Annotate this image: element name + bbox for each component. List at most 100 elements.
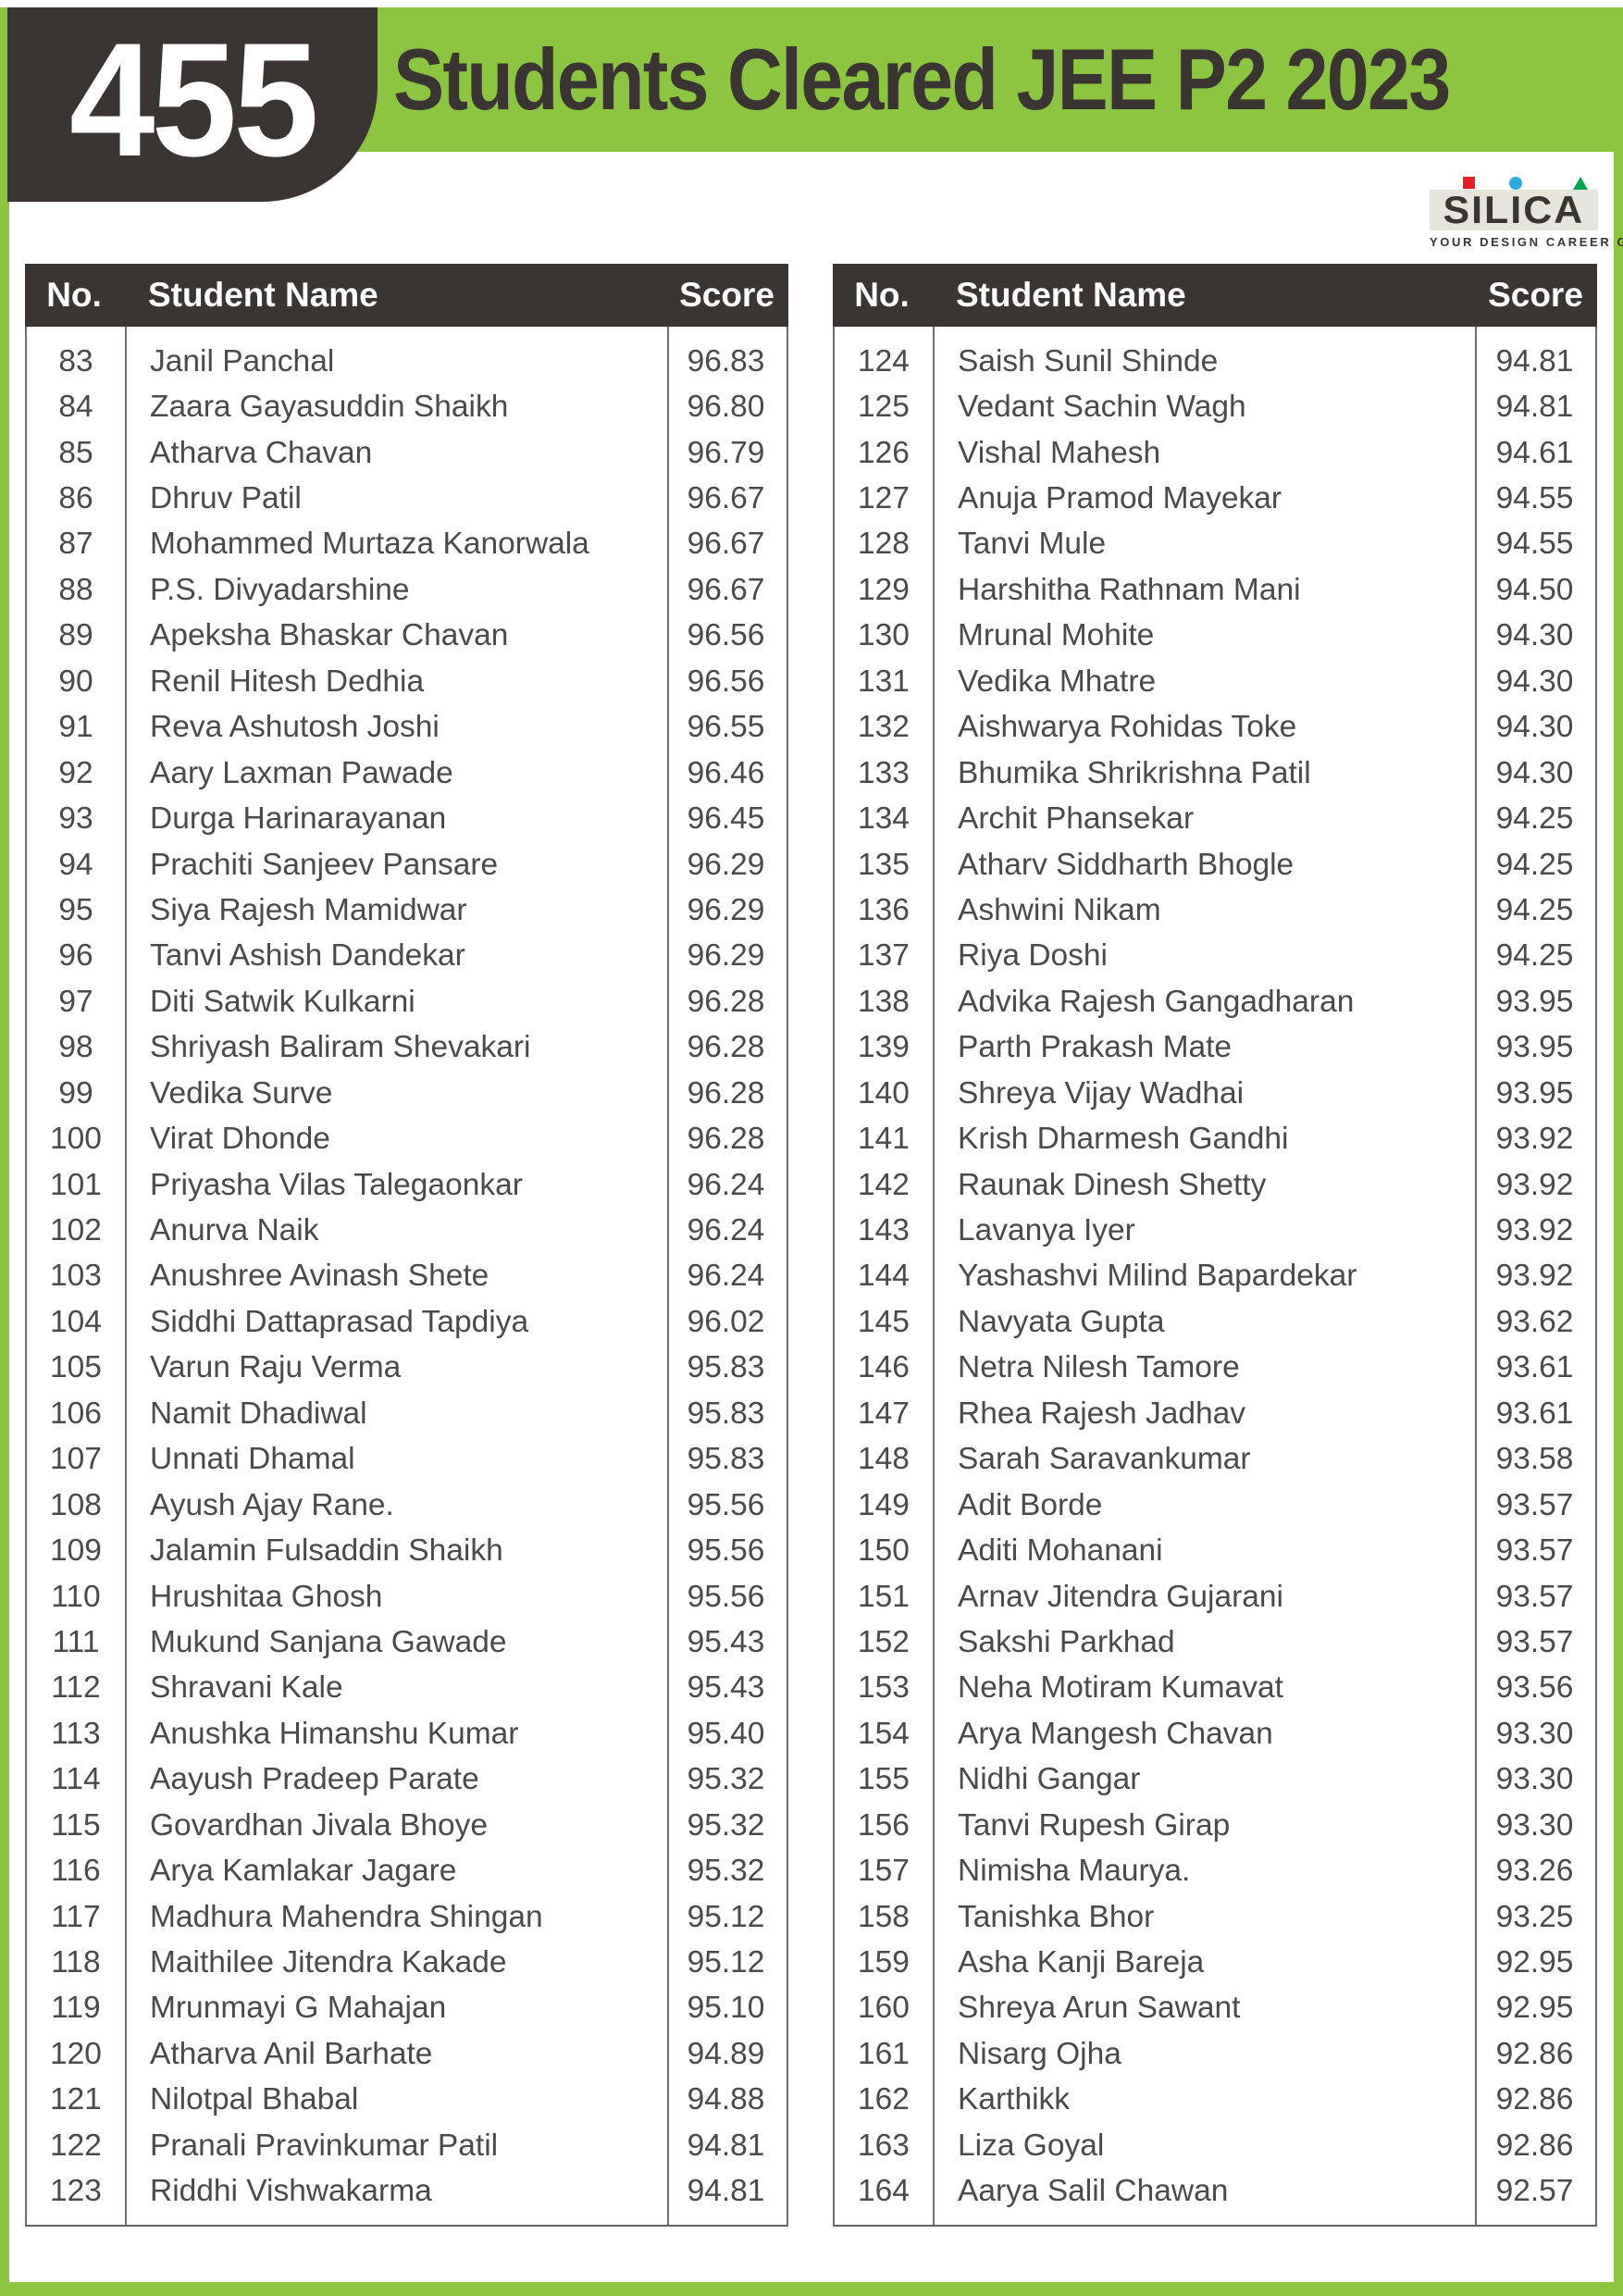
page-border-right [1614,7,1623,2296]
row-number: 89 [58,618,93,653]
row-number: 146 [858,1350,910,1385]
score-value: 92.57 [1495,2174,1574,2209]
table-row: 97 Diti Satwik Kulkarni 96.28 [27,979,787,1024]
column-header-score: Score [679,276,774,314]
row-number: 109 [50,1533,102,1569]
score-value: 92.95 [1495,1991,1574,2026]
student-name: Siddhi Dattaprasad Tapdiya [150,1304,529,1339]
row-number: 93 [58,801,93,837]
row-number: 110 [51,1579,101,1614]
student-name: Navyata Gupta [958,1304,1165,1339]
table-row: 98 Shriyash Baliram Shevakari 96.28 [27,1025,787,1071]
row-number: 150 [858,1533,910,1569]
score-value: 96.24 [687,1167,765,1202]
table-row: 156 Tanvi Rupesh Girap 93.30 [835,1803,1595,1848]
row-number: 88 [58,572,93,607]
student-name: Saish Sunil Shinde [958,343,1219,379]
student-name: Sakshi Parkhad [958,1624,1175,1659]
score-value: 94.30 [1495,664,1574,699]
row-number: 94 [58,847,93,882]
table-row: 87 Mohammed Murtaza Kanorwala 96.67 [27,522,787,567]
table-row: 121 Nilotpal Bhabal 94.88 [27,2078,787,2123]
score-value: 94.81 [687,2174,765,2209]
student-name: Mrunal Mohite [958,618,1155,653]
table-row: 90 Renil Hitesh Dedhia 96.56 [27,659,787,704]
row-number: 155 [858,1762,910,1797]
row-number: 95 [58,892,93,927]
student-name: Namit Dhadiwal [150,1396,367,1431]
row-number: 125 [858,390,910,425]
student-name: Atharva Chavan [150,435,373,470]
score-value: 93.92 [1495,1259,1574,1294]
table-row: 84 Zaara Gayasuddin Shaikh 96.80 [27,384,787,429]
table-row: 161 Nisarg Ojha 92.86 [835,2031,1595,2077]
student-name: Atharva Anil Barhate [150,2036,433,2071]
row-number: 91 [58,710,93,745]
row-number: 159 [858,1945,910,1980]
student-name: Tanishka Bhor [958,1899,1155,1934]
score-value: 96.24 [687,1213,765,1248]
table-row: 146 Netra Nilesh Tamore 93.61 [835,1346,1595,1391]
score-value: 95.10 [687,1991,765,2026]
page-border-left [0,7,9,2296]
table-row: 108 Ayush Ajay Rane. 95.56 [27,1483,787,1528]
student-name: Arya Mangesh Chavan [958,1716,1273,1751]
student-name: Nimisha Maurya. [958,1854,1191,1889]
row-number: 104 [50,1304,102,1339]
row-number: 132 [858,710,910,745]
score-value: 93.95 [1495,1075,1574,1111]
table-row: 120 Atharva Anil Barhate 94.89 [27,2031,787,2077]
row-number: 163 [858,2128,910,2163]
table-body: 83 Janil Panchal 96.83 84 Zaara Gayasuddin S… [25,327,788,2227]
student-name: Zaara Gayasuddin Shaikh [150,390,509,425]
student-name: Shreya Vijay Wadhai [958,1075,1245,1111]
row-number: 151 [858,1579,910,1614]
student-name: Dhruv Patil [150,481,302,516]
table-row: 103 Anushree Avinash Shete 96.24 [27,1254,787,1299]
table-row: 153 Neha Motiram Kumavat 93.56 [835,1666,1595,1711]
row-number: 137 [858,938,910,974]
table-row: 91 Reva Ashutosh Joshi 96.55 [27,705,787,751]
row-number: 154 [858,1716,910,1751]
row-number: 148 [858,1442,910,1477]
table-row: 94 Prachiti Sanjeev Pansare 96.29 [27,842,787,887]
row-number: 112 [51,1670,101,1706]
student-name: Vedant Sachin Wagh [958,390,1246,425]
table-row: 145 Navyata Gupta 93.62 [835,1299,1595,1345]
score-value: 94.81 [1495,390,1574,425]
score-value: 96.83 [687,343,765,379]
table-row: 148 Sarah Saravankumar 93.58 [835,1437,1595,1483]
score-value: 96.28 [687,984,765,1019]
student-name: Mrunmayi G Mahajan [150,1991,447,2026]
row-number: 133 [858,755,910,790]
row-number: 139 [858,1030,910,1065]
score-value: 93.25 [1495,1899,1574,1934]
row-number: 92 [58,755,93,790]
student-name: Diti Satwik Kulkarni [150,984,415,1019]
student-name: Harshitha Rathnam Mani [958,572,1301,607]
student-name: Aditi Mohanani [958,1533,1163,1569]
score-value: 92.86 [1495,2128,1574,2163]
row-number: 126 [858,435,910,470]
table-row: 114 Aayush Pradeep Parate 95.32 [27,1757,787,1803]
score-value: 94.55 [1495,481,1574,516]
student-name: Archit Phansekar [958,801,1195,837]
student-name: Hrushitaa Ghosh [150,1579,383,1614]
score-value: 95.40 [687,1716,765,1751]
student-name: Aayush Pradeep Parate [150,1762,479,1797]
student-name: Maithilee Jitendra Kakade [150,1945,507,1980]
student-name: Arnav Jitendra Gujarani [958,1579,1283,1614]
student-name: Asha Kanji Bareja [958,1945,1205,1980]
score-value: 96.28 [687,1075,765,1111]
table-row: 119 Mrunmayi G Mahajan 95.10 [27,1986,787,2031]
row-number: 149 [858,1487,910,1522]
student-name: Sarah Saravankumar [958,1442,1251,1477]
student-name: Arya Kamlakar Jagare [150,1854,457,1889]
score-value: 94.50 [1495,572,1574,607]
student-name: Lavanya Iyer [958,1213,1135,1248]
score-value: 94.89 [687,2036,765,2071]
row-number: 161 [858,2036,910,2071]
score-value: 93.95 [1495,1030,1574,1065]
row-number: 136 [858,892,910,927]
